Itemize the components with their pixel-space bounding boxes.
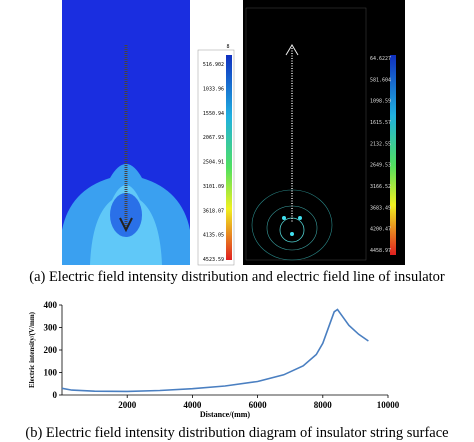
scale-label: 4200.47 (370, 227, 391, 233)
scale-label: 4135.05 (203, 233, 224, 239)
scale-label: 3101.09 (203, 184, 224, 190)
y-tick-label: 0 (53, 390, 58, 400)
scale-label: 581.604 (370, 77, 391, 83)
scale-label: 516.902 (203, 62, 224, 68)
simulation-right (243, 0, 405, 265)
scale-label: 1550.94 (203, 111, 224, 117)
x-tick-label: 2000 (118, 400, 137, 410)
scale-label: 2649.53 (370, 163, 391, 169)
scale-label: 4523.59 (203, 257, 224, 263)
y-tick-label: 200 (44, 345, 58, 355)
y-axis-label: Electric intensity/(V/mm) (28, 311, 36, 388)
scale-label: 1033.96 (203, 86, 224, 92)
data-line (61, 308, 369, 393)
scale-label: 3618.07 (203, 208, 224, 214)
scale-label: 3166.52 (370, 184, 391, 190)
scale-label: 2067.93 (203, 135, 224, 141)
x-tick-label: 10000 (377, 400, 400, 410)
scale-label: 3683.49 (370, 205, 391, 211)
x-tick-label: 6000 (249, 400, 268, 410)
caption-b: (b) Electric field intensity distributio… (25, 425, 448, 441)
scale-label: 1098.59 (370, 99, 391, 105)
colorbar-left: 8 516.902 1033.96 1550.94 2067.93 2504.91 310… (197, 44, 235, 266)
scale-top-label: 8 (226, 44, 229, 50)
x-tick-label: 4000 (183, 400, 202, 410)
y-tick-label: 100 (44, 368, 58, 378)
x-tick-label: 8000 (314, 400, 333, 410)
caption-a: (a) Electric field intensity distributio… (29, 269, 445, 285)
line-chart: 0 100 200 300 400 2000 4000 6000 8000 10000 Distan… (28, 300, 400, 419)
scale-label: 2132.55 (370, 141, 391, 147)
y-tick-label: 400 (44, 300, 58, 310)
scale-label: 1615.57 (370, 120, 391, 126)
colorbar-right: 64.6227 581.604 1098.59 1615.57 2132.55 2649.… (370, 55, 396, 255)
scale-label: 2504.91 (203, 160, 224, 166)
y-tick-label: 300 (44, 323, 58, 333)
scale-label: 4458.97 (370, 248, 391, 254)
scale-label: 64.6227 (370, 56, 391, 62)
x-axis-label: Distance/(mm) (200, 410, 251, 419)
simulation-left (62, 0, 190, 265)
